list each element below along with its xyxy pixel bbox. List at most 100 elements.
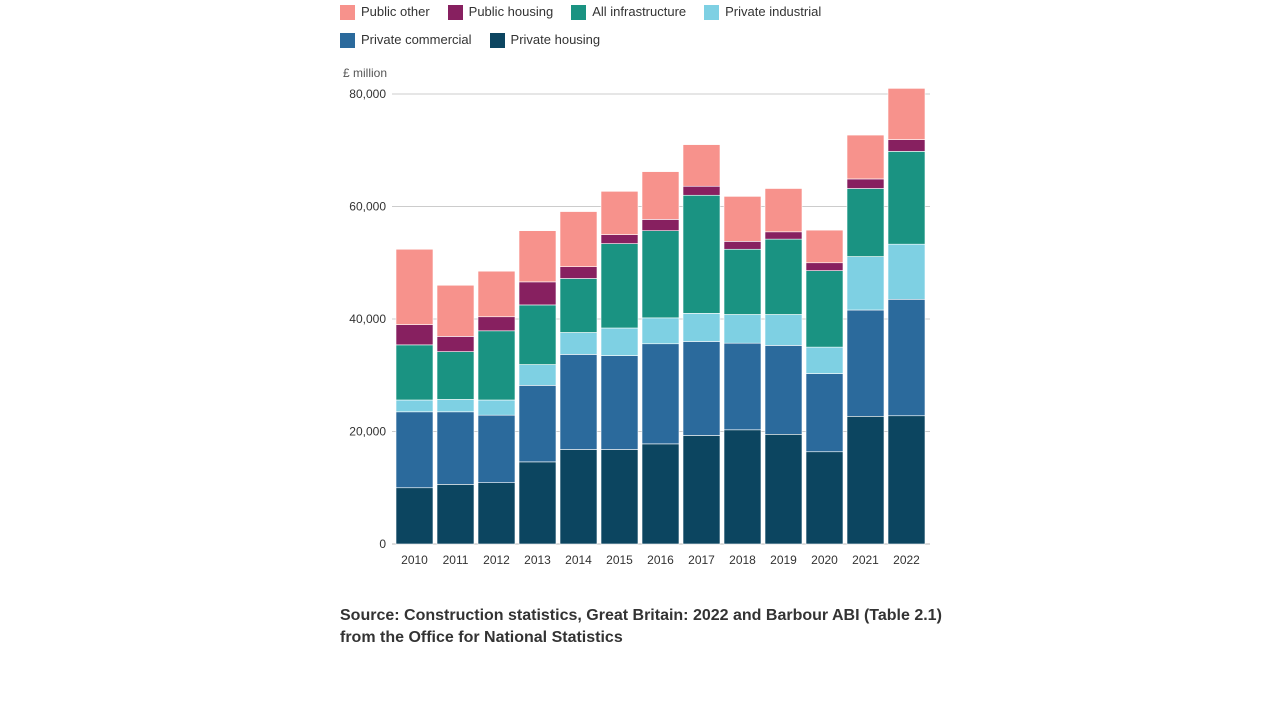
bar-segment: Private commercial 2018: 15400 <box>723 342 762 431</box>
bar-segment: All infrastructure 2013: 10600 <box>518 304 557 365</box>
bar-segment: Private industrial 2019: 5500 <box>764 314 803 346</box>
legend-label: Private housing <box>510 32 601 47</box>
bar-segment: Public housing 2016: 2000 <box>641 219 680 231</box>
bar-segment: Public other 2021: 7800 <box>846 134 885 180</box>
x-tick-label: 2013 <box>524 553 551 567</box>
legend-label: Private commercial <box>361 32 472 47</box>
x-tick-label: 2022 <box>893 553 920 567</box>
x-tick-label: 2017 <box>688 553 715 567</box>
bar-segment: Private housing 2020: 16400 <box>805 451 844 545</box>
x-tick-label: 2014 <box>565 553 592 567</box>
bar-segment: Public housing 2020: 1400 <box>805 262 844 271</box>
bar-segment: Public other 2010: 13400 <box>395 248 434 325</box>
x-tick-label: 2018 <box>729 553 756 567</box>
y-tick-label: 40,000 <box>349 312 386 326</box>
x-tick-label: 2016 <box>647 553 674 567</box>
bar-segment: Private housing 2013: 14600 <box>518 461 557 545</box>
x-tick-label: 2019 <box>770 553 797 567</box>
bar-segment: Public other 2018: 8000 <box>723 196 762 242</box>
bar-segment: All infrastructure 2011: 8500 <box>436 351 475 400</box>
bar-segment: Private commercial 2011: 12900 <box>436 411 475 485</box>
bar-segment: Private commercial 2017: 16700 <box>682 341 721 436</box>
legend-item: Public other <box>340 4 430 20</box>
bar-segment: Private commercial 2013: 13600 <box>518 385 557 463</box>
y-tick-label: 0 <box>379 537 386 551</box>
x-tick-label: 2012 <box>483 553 510 567</box>
bar-segment: Private housing 2019: 19500 <box>764 434 803 545</box>
bar-segment: All infrastructure 2015: 15000 <box>600 243 639 329</box>
legend-item: Private housing <box>489 32 601 48</box>
bar-segment: Private housing 2010: 10000 <box>395 487 434 545</box>
bar-segment: Private commercial 2015: 16700 <box>600 355 639 450</box>
bar-segment: All infrastructure 2012: 12300 <box>477 330 516 401</box>
bar-segment: Private industrial 2020: 4700 <box>805 346 844 374</box>
bar-segment: Private housing 2011: 10600 <box>436 484 475 545</box>
bar-segment: Private commercial 2021: 18900 <box>846 309 885 417</box>
bar-segment: All infrastructure 2019: 13400 <box>764 238 803 315</box>
bar-segment: Private industrial 2011: 2200 <box>436 399 475 413</box>
bar-segment: Private housing 2018: 20300 <box>723 429 762 545</box>
legend-swatch <box>340 32 355 48</box>
bar-segment: All infrastructure 2016: 15500 <box>641 230 680 319</box>
bar-segment: Private housing 2015: 16800 <box>600 449 639 545</box>
bar-segment: Private commercial 2022: 20700 <box>887 299 926 417</box>
x-tick-label: 2010 <box>401 553 428 567</box>
bar-segment: Private housing 2021: 22700 <box>846 416 885 545</box>
bar-segment: Private industrial 2012: 2700 <box>477 399 516 416</box>
bar-segment: Public housing 2011: 2700 <box>436 336 475 352</box>
legend-label: Private industrial <box>725 4 822 19</box>
y-tick-label: 80,000 <box>349 87 386 101</box>
legend-item: All infrastructure <box>571 4 686 20</box>
bar-segment: Private industrial 2018: 5100 <box>723 314 762 344</box>
bar-segment: Public other 2015: 7700 <box>600 191 639 235</box>
bar-segment: Private commercial 2014: 16900 <box>559 354 598 450</box>
source-note: Source: Construction statistics, Great B… <box>340 607 942 646</box>
legend-swatch <box>447 4 463 20</box>
bar-segment: Private industrial 2015: 4900 <box>600 327 639 356</box>
bar-segment: Private housing 2012: 10900 <box>477 482 516 545</box>
legend-item: Public housing <box>447 4 554 20</box>
bar-segment: Public other 2022: 9100 <box>887 88 926 140</box>
bar-segment: Private commercial 2019: 15800 <box>764 345 803 435</box>
x-tick-label: 2020 <box>811 553 838 567</box>
bar-segment: All infrastructure 2020: 13600 <box>805 270 844 348</box>
bar-segment: Private industrial 2022: 9800 <box>887 243 926 300</box>
bar-segment: Public other 2012: 8100 <box>477 270 516 318</box>
bar-segment: Public other 2014: 9800 <box>559 211 598 267</box>
legend-swatch <box>571 4 587 20</box>
legend-label: Public housing <box>468 4 554 19</box>
bar-segment: Public housing 2019: 1300 <box>764 231 803 240</box>
bar-segment: Private housing 2017: 19300 <box>682 435 721 545</box>
bar-segment: Private housing 2016: 17800 <box>641 443 680 545</box>
bar-segment: All infrastructure 2010: 9800 <box>395 344 434 401</box>
bar-segment: Public housing 2018: 1400 <box>723 241 762 250</box>
bar-segment: Public other 2011: 9100 <box>436 284 475 337</box>
bar-segment: Private commercial 2010: 13500 <box>395 411 434 489</box>
bar-segment: Public housing 2014: 2100 <box>559 266 598 279</box>
bar-segment: Private industrial 2013: 3700 <box>518 364 557 386</box>
bar-segment: Private housing 2014: 16800 <box>559 449 598 545</box>
bar-segment: Public housing 2010: 3600 <box>395 324 434 346</box>
legend-label: Public other <box>361 4 430 19</box>
bar-segment: All infrastructure 2014: 9600 <box>559 278 598 333</box>
bar-segment: Private industrial 2014: 3900 <box>559 332 598 355</box>
x-tick-label: 2021 <box>852 553 879 567</box>
bar-segment: Public other 2016: 8500 <box>641 171 680 220</box>
bar-segment: Public other 2017: 7400 <box>682 144 721 187</box>
bar-segment: Public other 2020: 5800 <box>805 229 844 264</box>
bar-segment: Private industrial 2016: 4600 <box>641 317 680 345</box>
y-tick-label: 60,000 <box>349 200 386 214</box>
bar-segment: Public other 2019: 7700 <box>764 188 803 233</box>
bar-segment: Private commercial 2020: 13900 <box>805 373 844 453</box>
bar-segment: All infrastructure 2021: 12100 <box>846 188 885 257</box>
bar-segment: Private industrial 2017: 5000 <box>682 313 721 342</box>
bar-segment: Private commercial 2012: 12000 <box>477 414 516 483</box>
x-tick-label: 2011 <box>443 553 469 567</box>
bar-segment: Public housing 2022: 2100 <box>887 139 926 152</box>
legend-item: Private industrial <box>704 4 821 20</box>
legend-label: All infrastructure <box>592 4 687 19</box>
bar-segment: Public housing 2021: 1700 <box>846 178 885 189</box>
y-axis-unit-label: £ million <box>343 66 388 80</box>
bar-segment: All infrastructure 2018: 11600 <box>723 248 762 315</box>
